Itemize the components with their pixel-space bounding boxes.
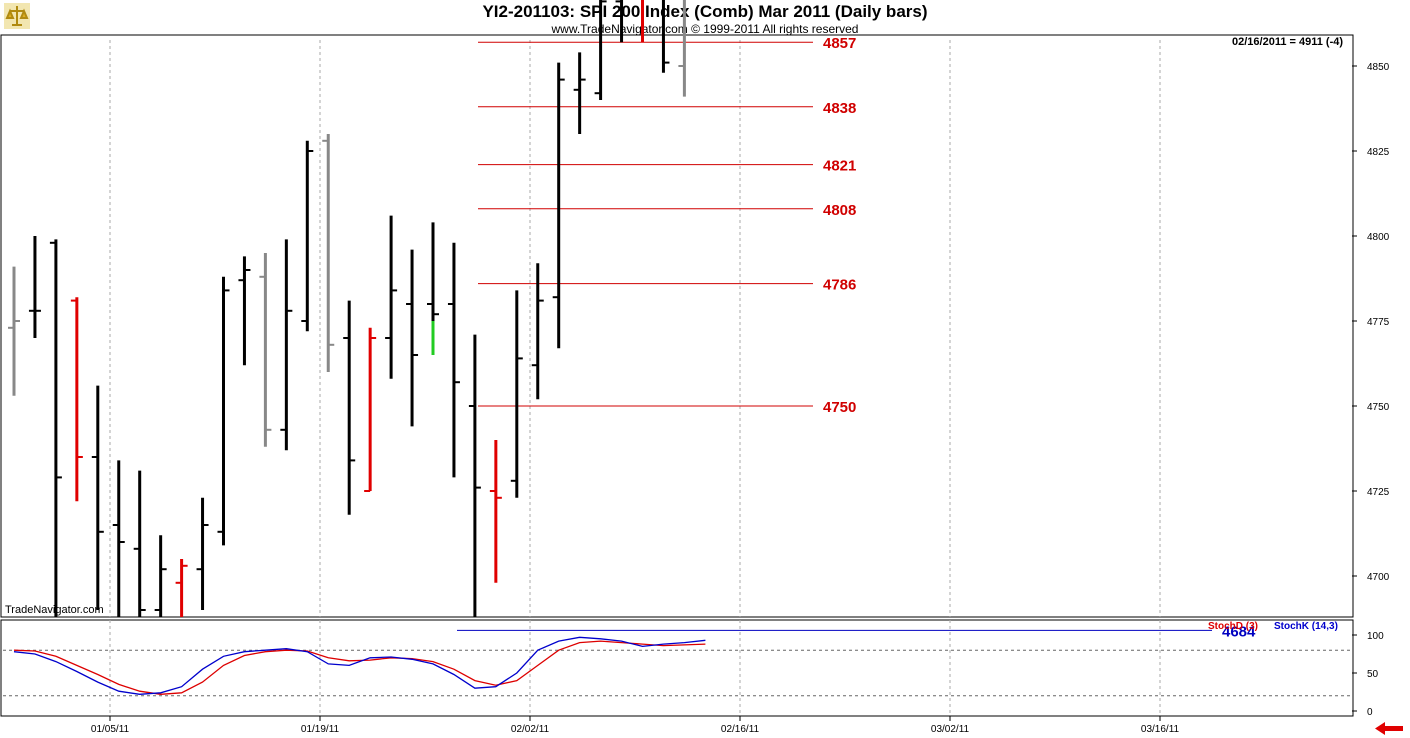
- x-tick-label: 01/19/11: [301, 724, 340, 735]
- ohlc-bar: [70, 297, 83, 502]
- support-label: 4750: [823, 399, 856, 416]
- ohlc-bar: [154, 535, 167, 617]
- ohlc-bar: [489, 440, 502, 583]
- resistance-label-right: 4684: [1222, 623, 1256, 640]
- ohlc-bar: [510, 290, 523, 498]
- ohlc-bar: [343, 300, 356, 515]
- ohlc-bar: [427, 222, 439, 355]
- ohlc-bar: [259, 253, 272, 447]
- ohlc-bar: [280, 239, 293, 451]
- x-tick-label: 03/02/11: [931, 724, 970, 735]
- support-label: 4821: [823, 158, 856, 175]
- y-tick-label: 4750: [1367, 402, 1390, 413]
- y-tick-label: 4700: [1367, 572, 1390, 583]
- ohlc-bar: [615, 0, 624, 43]
- stoch-y-tick-label: 100: [1367, 631, 1384, 642]
- ohlc-bar: [49, 239, 62, 617]
- ohlc-bar: [196, 497, 209, 610]
- ohlc-bar: [531, 263, 544, 400]
- support-label: 4786: [823, 277, 856, 294]
- main-plot-frame: [0, 34, 1354, 618]
- stoch-d-legend: StochD (3): [1208, 621, 1258, 632]
- stoch-y-tick-label: 0: [1367, 707, 1373, 718]
- price-readout: 02/16/2011 = 4911 (-4): [1232, 36, 1344, 48]
- stoch-k-line: [13, 636, 706, 695]
- stoch-k-legend: StochK (14,3): [1274, 621, 1338, 632]
- ohlc-bar: [678, 0, 686, 97]
- brand-watermark: TradeNavigator.com: [5, 604, 104, 616]
- ohlc-bar: [133, 470, 146, 617]
- trade-navigator-logo: [4, 3, 30, 29]
- ohlc-bar: [8, 266, 20, 396]
- scroll-left-arrow-icon[interactable]: [1373, 721, 1405, 736]
- y-tick-label: 4775: [1367, 317, 1390, 328]
- x-tick-label: 01/05/11: [91, 724, 130, 735]
- ohlc-bar: [552, 62, 565, 349]
- x-tick-label: 02/02/11: [511, 724, 550, 735]
- ohlc-bar: [641, 0, 644, 43]
- support-label: 4808: [823, 202, 856, 219]
- y-tick-label: 4825: [1367, 147, 1390, 158]
- x-tick-label: 02/16/11: [721, 724, 760, 735]
- ohlc-bar: [322, 134, 335, 372]
- ohlc-bar: [28, 236, 41, 338]
- y-tick-label: 4850: [1367, 62, 1390, 73]
- ohlc-bar: [385, 215, 398, 379]
- ohlc-bar: [661, 0, 670, 73]
- ohlc-bar: [447, 242, 460, 478]
- ohlc-bar: [91, 385, 104, 610]
- support-label: 4838: [823, 100, 856, 117]
- stoch-y-tick-label: 50: [1367, 669, 1379, 680]
- ohlc-bar: [573, 52, 586, 134]
- ohlc-bar: [238, 256, 251, 366]
- ohlc-bar: [175, 559, 188, 617]
- x-tick-label: 03/16/11: [1141, 724, 1180, 735]
- ohlc-bar: [468, 334, 481, 617]
- chart-title: YI2-201103: SPI 200 Index (Comb) Mar 201…: [482, 2, 928, 21]
- ohlc-bar: [406, 249, 419, 427]
- y-tick-label: 4725: [1367, 487, 1390, 498]
- ohlc-bar: [112, 460, 125, 617]
- ohlc-bar: [364, 327, 377, 492]
- copyright-text: www.TradeNavigator.com © 1999-2011 All r…: [551, 22, 859, 36]
- ohlc-bar: [594, 0, 607, 100]
- support-label: 4857: [823, 35, 856, 52]
- y-tick-label: 4800: [1367, 232, 1390, 243]
- stoch-d-line: [13, 640, 706, 695]
- ohlc-bar: [301, 140, 314, 332]
- ohlc-bar: [217, 276, 230, 546]
- stoch-plot-frame: [0, 619, 1354, 717]
